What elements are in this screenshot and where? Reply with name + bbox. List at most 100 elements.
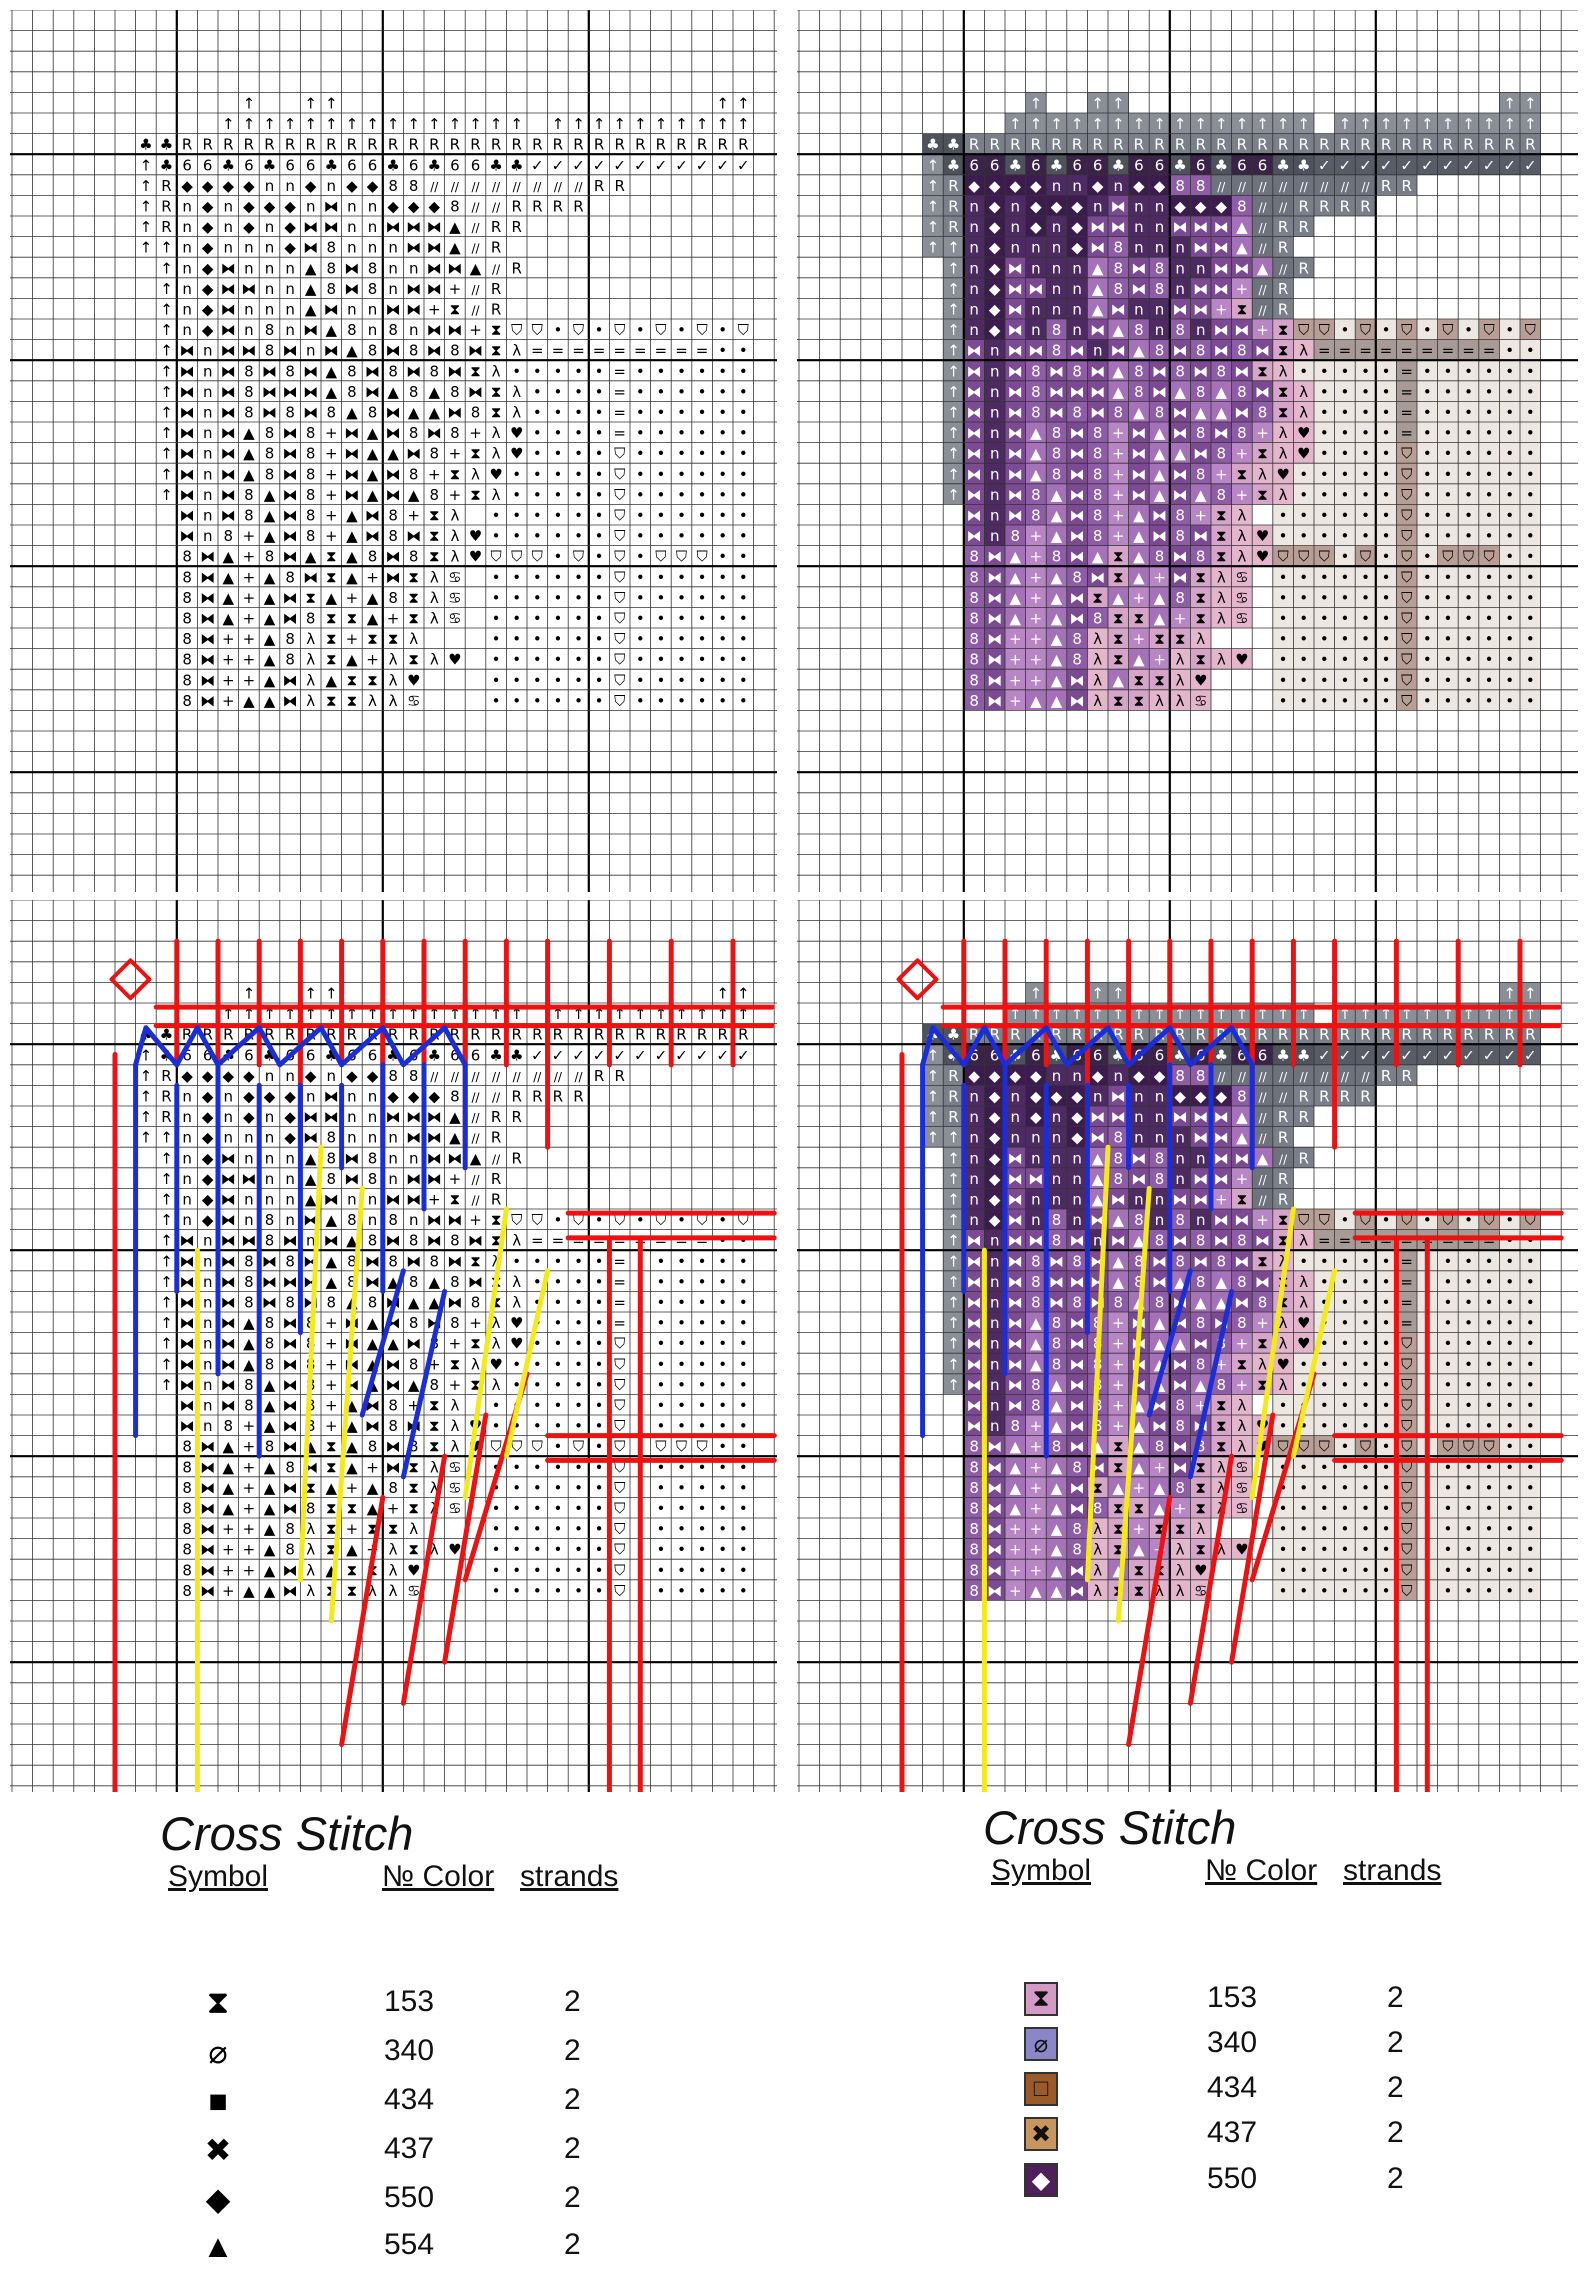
cell-symbol: = [1339,342,1352,360]
stitch-cell: • [739,1376,748,1394]
stitch-cell: ⧗ [1273,340,1294,361]
stitch-cell: • [677,1273,686,1291]
cell-symbol: • [512,362,521,380]
stitch-cell: ◆ [202,1149,214,1167]
stitch-cell: ▲ [1087,546,1108,567]
stitch-cell: • [1499,566,1520,587]
stitch-cell: ↑ [160,383,173,401]
stitch-cell: ↑ [1149,113,1170,134]
stitch-cell: R [1314,134,1335,155]
stitch-cell: ▲ [223,548,235,566]
cell-symbol: • [656,630,665,648]
stitch-cell: ⛉ [1396,525,1417,546]
stitch-cell: ✓ [675,156,688,174]
stitch-cell: • [1273,566,1294,587]
cell-symbol: + [1030,527,1043,545]
stitch-cell: 8 [409,1273,419,1291]
stitch-cell: • [739,465,748,483]
cell-symbol: • [574,486,583,504]
stitch-cell: ⛉ [573,321,584,339]
cell-symbol: ⧓ [283,445,298,463]
stitch-cell: ⧓ [303,568,318,586]
cell-symbol: ↑ [366,115,379,133]
stitch-cell: ◆ [305,1067,317,1085]
stitch-cell: ⧓ [447,403,462,421]
stitch-cell: ⧓ [365,383,380,401]
cell-symbol: 8 [409,424,419,442]
cell-symbol: R [1443,136,1453,154]
cell-symbol: + [449,1170,462,1188]
cell-symbol: 8 [388,321,398,339]
stitch-cell: R [1129,134,1150,155]
stitch-cell: ◆ [1046,195,1067,216]
stitch-cell: • [533,1417,542,1435]
stitch-cell: 8 [388,362,398,380]
cell-symbol: • [553,424,562,442]
stitch-cell: 8 [224,1417,234,1435]
stitch-cell: 8 [1232,195,1253,216]
stitch-cell: ◆ [1067,216,1088,237]
stitch-cell: • [1417,587,1438,608]
cell-symbol: • [512,486,521,504]
cell-symbol: ⧓ [386,1108,401,1126]
stitch-cell: R [573,136,583,154]
cell-symbol: 8 [1155,259,1165,277]
stitch-cell: ⧓ [221,1314,236,1332]
cell-symbol: λ [389,692,398,710]
cell-symbol: ⧓ [1131,259,1146,277]
cell-symbol: + [1153,651,1166,669]
cell-symbol: ▲ [1010,568,1022,586]
cell-symbol: ⛉ [614,465,625,483]
cell-symbol: λ [492,362,501,380]
stitch-cell: • [1314,587,1335,608]
cell-symbol: ⛉ [696,321,707,339]
cell-symbol: R [511,1149,521,1167]
stitch-cell: • [1520,381,1541,402]
cell-symbol: ⧓ [447,403,462,421]
stitch-cell: n [203,1252,213,1270]
stitch-cell: ▲ [408,1293,420,1311]
cell-symbol: ⧓ [1173,568,1188,586]
cell-symbol: ✓ [716,1046,729,1064]
cell-symbol: // [471,1193,480,1207]
stitch-cell: R [1005,134,1026,155]
stitch-cell: ⧓ [386,300,401,318]
cell-symbol: ↑ [1050,115,1063,133]
stitch-cell: 8 [368,403,378,421]
stitch-cell: R [285,1026,295,1044]
stitch-cell: ▲ [367,589,379,607]
stitch-cell: ▲ [326,671,338,689]
stitch-cell: = [613,362,626,380]
cell-symbol: ▲ [243,465,255,483]
stitch-cell: 8 [244,1293,254,1311]
stitch-cell: + [243,589,256,607]
cell-symbol: n [182,1211,192,1229]
stitch-cell: ↑ [1087,92,1108,113]
cell-symbol: • [595,548,604,566]
cell-symbol: ↑ [1524,94,1537,112]
stitch-cell: • [574,1355,583,1373]
cell-symbol: ◆ [1030,177,1042,195]
stitch-cell: ⛉ [1396,504,1417,525]
cell-symbol: = [613,403,626,421]
stitch-cell: ↑ [243,984,256,1002]
cell-symbol: ⛉ [1463,548,1474,566]
cell-symbol: ↑ [304,115,317,133]
stitch-cell: n [1046,216,1067,237]
cell-symbol: • [739,1252,748,1270]
stitch-cell: ▲ [1005,607,1026,628]
cell-symbol: n [244,1211,254,1229]
cell-symbol: ◆ [181,1067,193,1085]
cell-symbol: ↑ [160,342,173,360]
cell-symbol: • [1320,465,1329,483]
cell-symbol: ▲ [367,424,379,442]
stitch-cell: • [1376,401,1397,422]
cell-symbol: ⧓ [967,383,982,401]
stitch-cell: • [636,445,645,463]
cell-symbol: • [636,506,645,524]
stitch-cell: 8 [182,692,192,710]
cell-symbol: ↑ [947,321,960,339]
cell-symbol: ♋ [1235,609,1248,627]
stitch-cell: ↑ [1499,113,1520,134]
stitch-cell: ▲ [449,1129,461,1147]
